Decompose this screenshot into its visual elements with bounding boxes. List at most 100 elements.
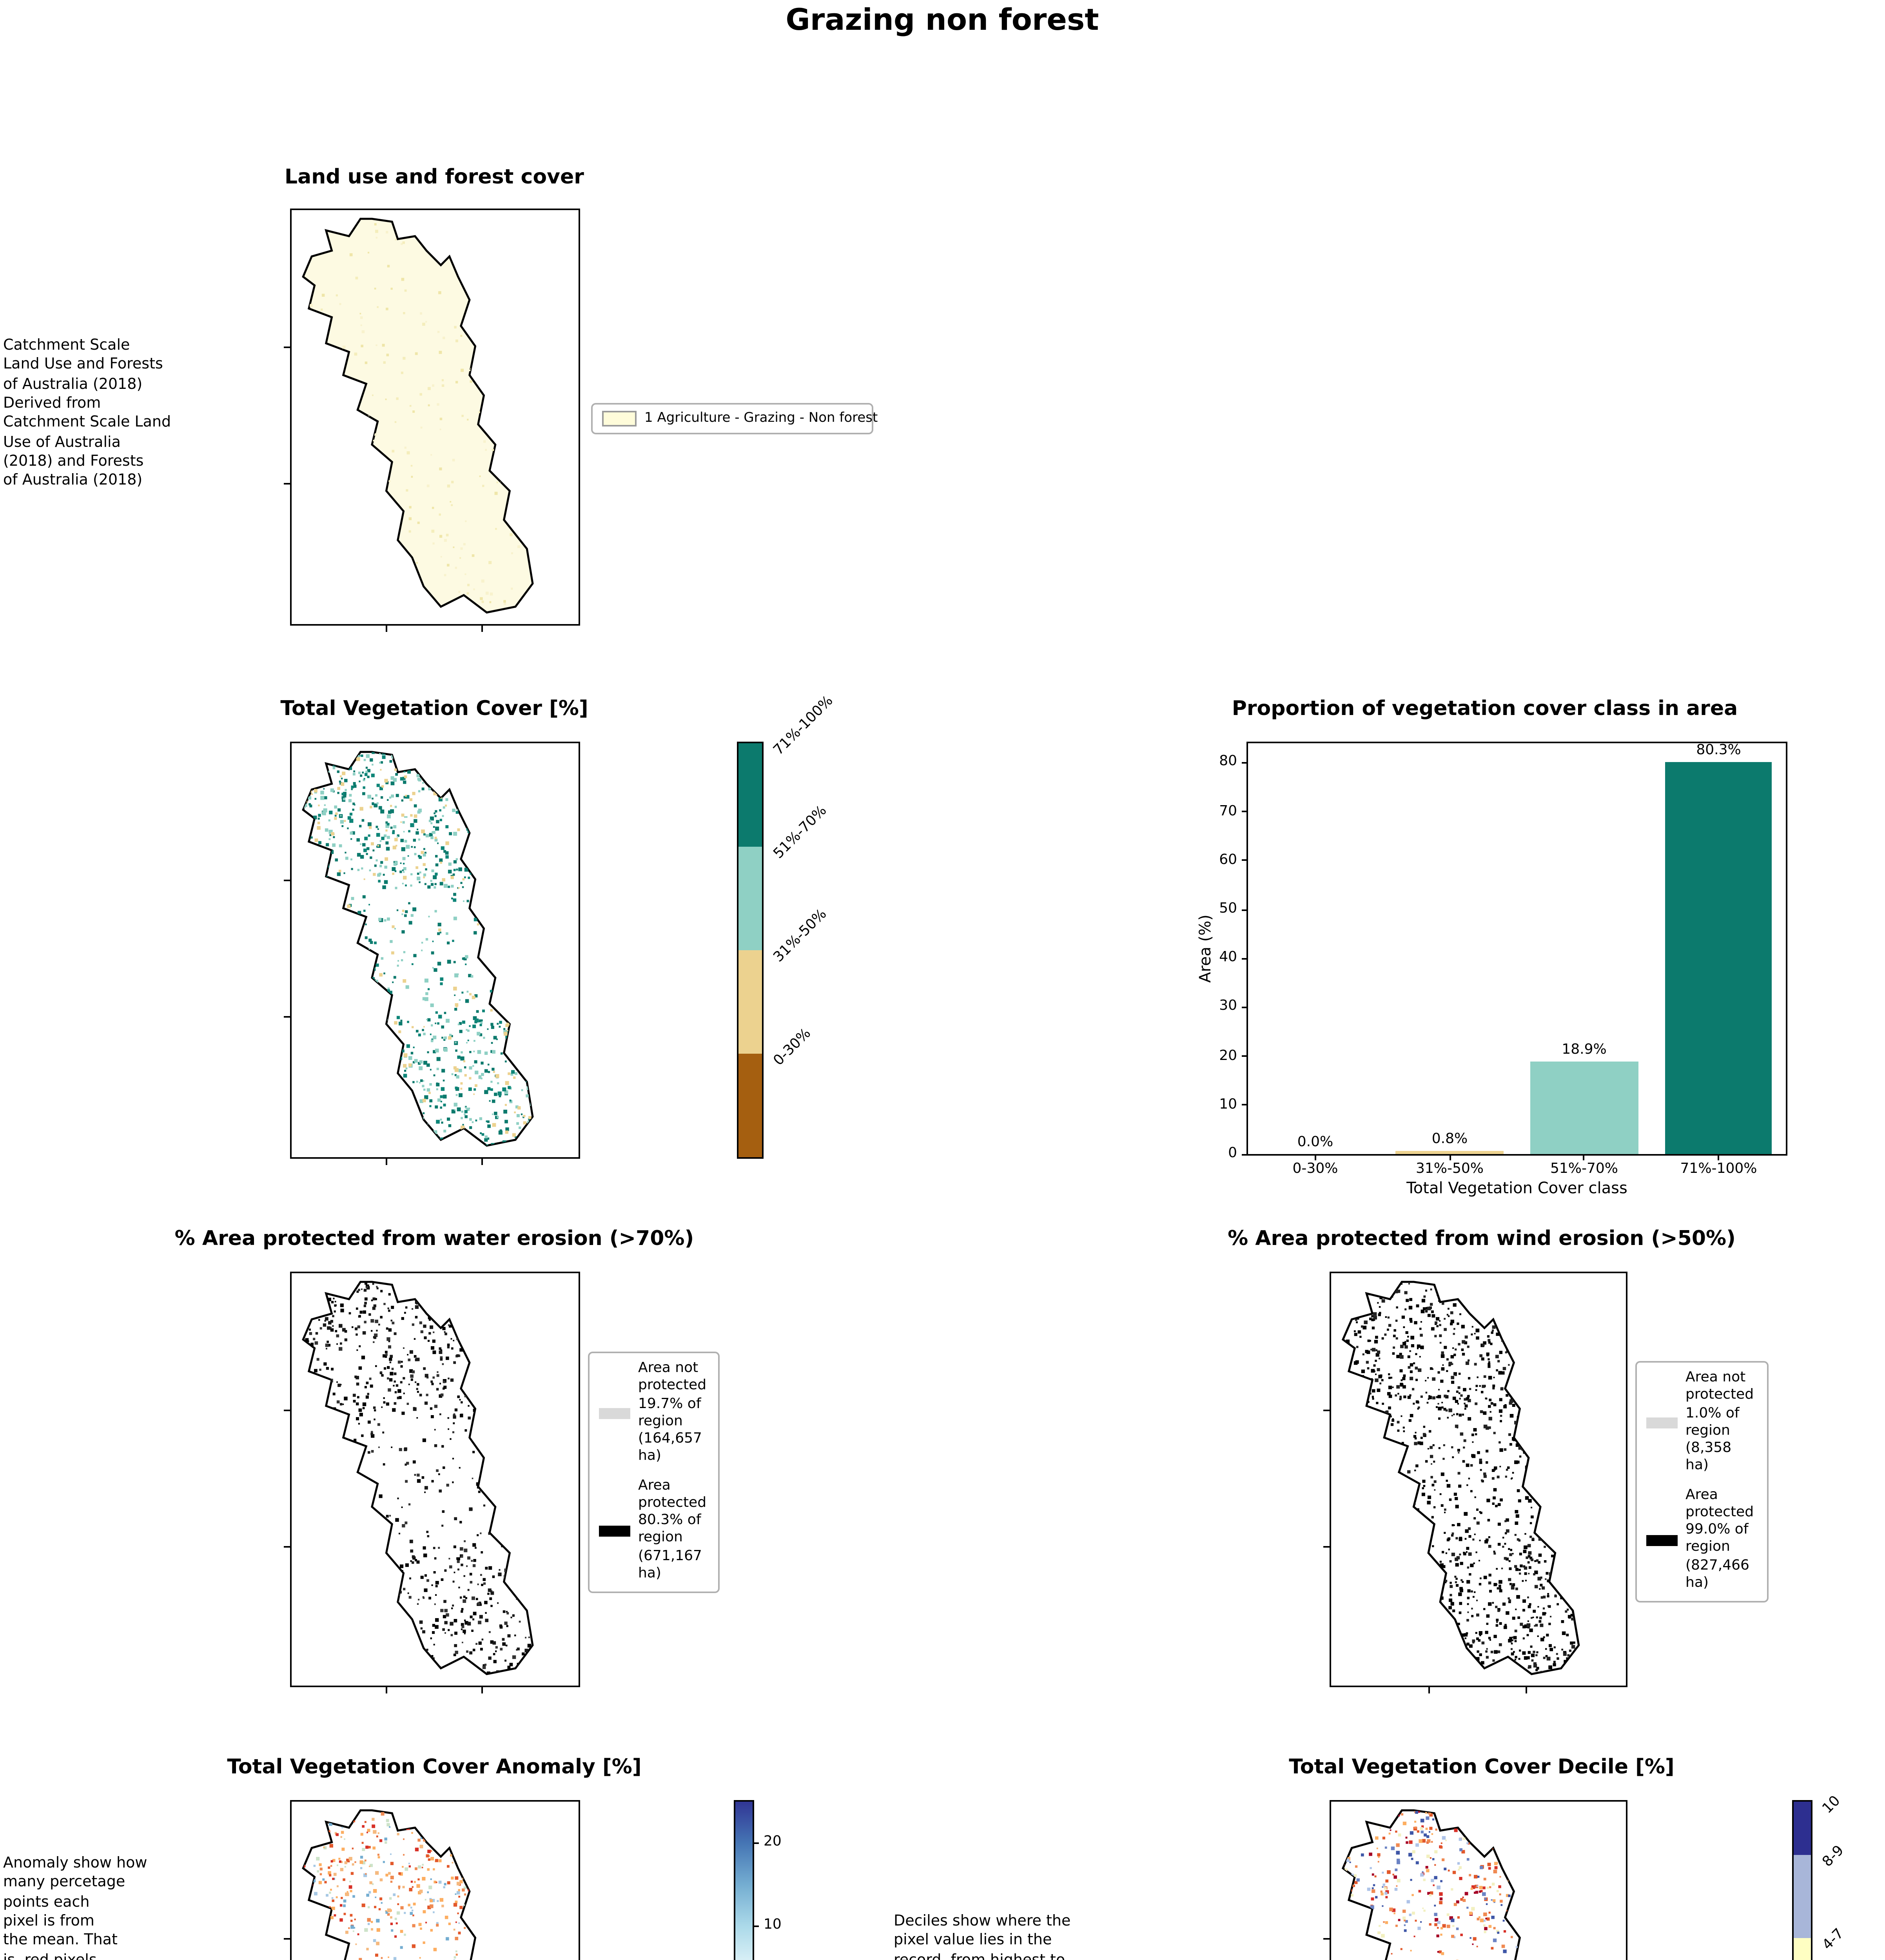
proportion-chart: Area (%) Total Vegetation Cover class 0 1…	[1197, 742, 1787, 1198]
wind-legend-entry: Area not protected 1.0% of region (8,358…	[1646, 1370, 1758, 1476]
decile-title: Total Vegetation Cover Decile [%]	[1289, 1756, 1675, 1780]
bar-label: 0.0%	[1297, 1135, 1333, 1151]
wind-legend-entry: Area protected 99.0% of region (827,466 …	[1646, 1487, 1758, 1593]
water-title: % Area protected from water erosion (>70…	[174, 1228, 694, 1251]
anomaly-map	[284, 1800, 580, 1960]
ytick-mark	[1242, 1006, 1248, 1008]
ytick-mark	[1242, 1104, 1248, 1106]
catchment-outline	[1343, 1810, 1579, 1960]
wind-legend: Area not protected 1.0% of region (8,358…	[1635, 1361, 1769, 1602]
ytick-label: 40	[1219, 950, 1237, 966]
wind-protected-swatch	[1646, 1535, 1678, 1546]
mtick	[284, 347, 290, 348]
cb-seg	[1794, 1938, 1811, 1960]
mtick	[386, 1687, 388, 1693]
acb-label: 10	[764, 1918, 782, 1934]
vegcover-map-canvas	[292, 743, 579, 1157]
water-notprotected-swatch	[599, 1408, 630, 1419]
xtick-label: 71%-100%	[1680, 1162, 1757, 1178]
anomaly-title: Total Vegetation Cover Anomaly [%]	[227, 1756, 642, 1780]
acb-tick	[753, 1842, 759, 1844]
decile-map	[1323, 1800, 1627, 1960]
landuse-title: Land use and forest cover	[285, 166, 584, 190]
wind-notprotected-label: Area not protected 1.0% of region (8,358…	[1685, 1370, 1754, 1474]
mtick	[1323, 1409, 1330, 1411]
cb-seg	[738, 1054, 762, 1157]
mtick	[284, 1016, 290, 1018]
decile-colorbar: 108-94-72-31	[1792, 1794, 1848, 1960]
ytick-mark	[1242, 1055, 1248, 1057]
mtick	[284, 483, 290, 485]
xtick-label: 51%-70%	[1550, 1162, 1618, 1178]
ytick-mark	[1242, 957, 1248, 959]
anomaly-map-canvas	[292, 1802, 579, 1960]
mtick	[284, 1545, 290, 1547]
ytick-mark	[1242, 811, 1248, 813]
wind-map-canvas	[1331, 1273, 1626, 1686]
vegcover-map	[284, 742, 580, 1165]
anomaly-colorbar: 20100−10−20	[734, 1800, 782, 1960]
mtick	[1526, 1687, 1528, 1693]
bar-label: 18.9%	[1562, 1043, 1607, 1059]
mtick	[481, 1159, 483, 1165]
mtick	[284, 1409, 290, 1411]
cb-label: 0-30%	[771, 1026, 815, 1070]
mtick	[481, 1687, 483, 1693]
speckle-layer	[1343, 1282, 1579, 1674]
wind-notprotected-swatch	[1646, 1418, 1678, 1429]
ytick-mark	[1242, 909, 1248, 911]
cb-label: 10	[1820, 1793, 1844, 1818]
bar	[1530, 1062, 1638, 1154]
bar	[1665, 761, 1773, 1154]
landuse-map-canvas	[292, 210, 579, 624]
wind-protected-label: Area protected 99.0% of region (827,466 …	[1685, 1487, 1754, 1591]
cb-label: 51%-70%	[771, 803, 831, 863]
ytick-label: 60	[1219, 853, 1237, 869]
xtick-mark	[1583, 1154, 1585, 1160]
ytick-mark	[1242, 1153, 1248, 1155]
cb-label: 71%-100%	[771, 693, 837, 759]
proportion-ylabel: Area (%)	[1197, 915, 1214, 983]
bar-label: 0.8%	[1431, 1131, 1468, 1147]
catchment-outline	[303, 219, 533, 612]
water-protected-swatch	[599, 1525, 630, 1536]
cb-label: 8-9	[1820, 1844, 1848, 1871]
ytick-label: 10	[1219, 1097, 1237, 1113]
cb-label: 31%-50%	[771, 907, 831, 966]
water-legend-entry: Area protected 80.3% of region (671,167 …	[599, 1478, 709, 1584]
mtick	[1323, 1545, 1330, 1547]
cb-seg	[1794, 1855, 1811, 1938]
ytick-mark	[1242, 860, 1248, 862]
ytick-label: 30	[1219, 999, 1237, 1015]
decile-map-canvas	[1331, 1802, 1626, 1960]
wind-map	[1323, 1272, 1627, 1693]
mtick	[481, 626, 483, 632]
decile-note: Deciles show where the pixel value lies …	[894, 1913, 1071, 1960]
cb-label: 4-7	[1820, 1926, 1848, 1954]
cb-seg	[738, 743, 762, 847]
mtick	[386, 626, 388, 632]
vegcover-colorbar: 71%-100% 51%-70% 31%-50% 0-30%	[737, 693, 837, 1159]
mtick	[1323, 1938, 1330, 1940]
xtick-mark	[1718, 1154, 1720, 1160]
mtick	[1428, 1687, 1430, 1693]
acb-label: 20	[764, 1835, 782, 1851]
water-map-canvas	[292, 1273, 579, 1686]
ytick-label: 20	[1219, 1048, 1237, 1064]
landuse-legend: 1 Agriculture - Grazing - Non forest	[591, 403, 878, 434]
xtick-label: 0-30%	[1292, 1162, 1338, 1178]
vegcover-title: Total Vegetation Cover [%]	[280, 698, 588, 721]
proportion-xlabel: Total Vegetation Cover class	[1406, 1181, 1627, 1198]
mtick	[386, 1159, 388, 1165]
landuse-legend-label: 1 Agriculture - Grazing - Non forest	[644, 411, 878, 426]
xtick-mark	[1449, 1154, 1451, 1160]
water-protected-label: Area protected 80.3% of region (671,167 …	[638, 1478, 707, 1582]
bar	[1396, 1150, 1504, 1154]
mtick	[284, 1938, 290, 1940]
cb-seg	[738, 950, 762, 1054]
xtick-label: 31%-50%	[1415, 1162, 1484, 1178]
bar-label: 80.3%	[1696, 742, 1741, 759]
ytick-label: 0	[1228, 1146, 1237, 1162]
landuse-legend-swatch	[602, 411, 637, 426]
